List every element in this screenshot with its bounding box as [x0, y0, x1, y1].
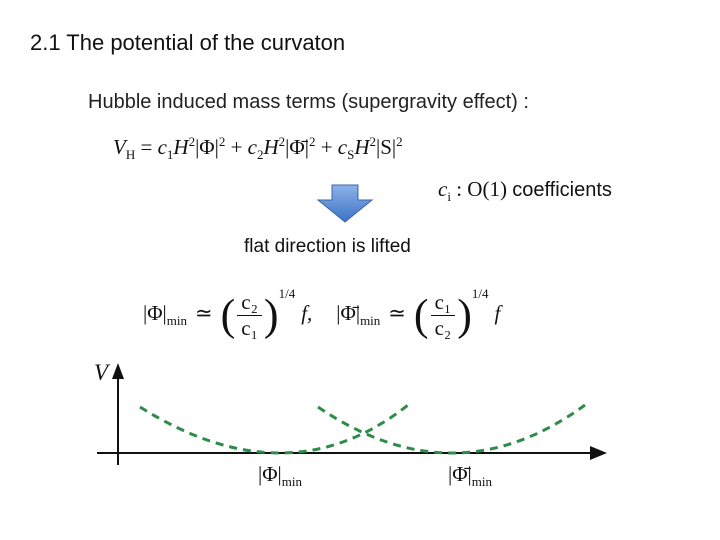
math-superscript: 2 — [278, 134, 286, 149]
relation: ≃ — [388, 301, 406, 325]
paren: ( — [220, 290, 236, 340]
math-token: + — [225, 135, 248, 159]
subtitle: Hubble induced mass terms (supergravity … — [88, 91, 529, 113]
numerator: c₂ — [237, 290, 262, 316]
arrow-caption: flat direction is lifted — [244, 236, 411, 257]
math-token: c — [247, 135, 257, 159]
potential-formula: VH = c1H2|Φ|2 + c2H2|Φ̄|2 + cSH2|S|2 — [113, 134, 403, 163]
x-label-text: |Φ| — [258, 462, 282, 486]
exponent: 1/4 — [278, 286, 296, 301]
down-arrow — [316, 184, 374, 223]
lhs: |Φ| — [143, 301, 167, 325]
math-token: H — [354, 135, 370, 159]
potential-curve — [139, 403, 409, 455]
relation: ≃ — [195, 301, 213, 325]
tail: f — [494, 301, 501, 325]
math-subscript: i — [447, 189, 451, 205]
y-axis-label: V — [94, 360, 109, 385]
coefficient-note: ci : O(1) coefficients — [438, 177, 612, 205]
lhs-subscript: min — [166, 313, 187, 329]
math-superscript: 2 — [218, 134, 226, 149]
math-token: : O(1) — [450, 177, 513, 201]
math-subscript: 1 — [166, 147, 174, 163]
numerator: c₁ — [430, 290, 456, 316]
x-label-text: |Φ̄| — [448, 462, 472, 486]
paren: ) — [457, 290, 472, 340]
paren: ) — [263, 290, 279, 340]
math-token: = — [135, 135, 158, 159]
minimum-expression: |Φ|min ≃ (c₂ c₁)1/4 f, — [143, 286, 313, 340]
y-arrowhead — [112, 363, 124, 379]
coefficient-text: coefficients — [512, 179, 612, 201]
math-token: V — [113, 135, 126, 159]
math-token: |Φ| — [195, 135, 219, 159]
x-label: |Φ̄|min — [448, 462, 492, 490]
math-superscript: 2 — [308, 134, 316, 149]
math-superscript: 2 — [369, 134, 377, 149]
x-label-subscript: min — [281, 474, 302, 490]
minima-formula: |Φ|min ≃(c₂ c₁)1/4f, |Φ̄|min ≃(c₁ c₂)1/4f — [143, 286, 524, 341]
math-subscript: S — [347, 147, 355, 163]
lhs-subscript: min — [360, 313, 381, 329]
denominator: c₁ — [241, 315, 258, 340]
math-superscript: 2 — [188, 134, 196, 149]
math-token: |S| — [376, 135, 397, 159]
slide-title: 2.1 The potential of the curvaton — [30, 30, 346, 55]
x-label-subscript: min — [471, 474, 492, 490]
x-label: |Φ|min — [258, 462, 302, 490]
math-token: c — [438, 177, 448, 201]
lhs: |Φ̄| — [336, 301, 361, 325]
math-token: + — [315, 135, 338, 159]
math-subscript: 2 — [257, 147, 264, 163]
tail: f, — [301, 301, 313, 325]
fraction: c₂ c₁ — [237, 290, 262, 341]
coefficient-symbol: ci : O(1) — [438, 177, 513, 205]
math-token: H — [263, 135, 279, 159]
math-superscript: 2 — [396, 134, 403, 149]
potential-curve — [317, 403, 586, 455]
potential-plot — [97, 363, 607, 465]
math-subscript: H — [125, 147, 136, 163]
fraction: c₁ c₂ — [430, 290, 456, 341]
paren: ( — [413, 290, 429, 340]
math-token: c — [337, 135, 348, 159]
math-token: |Φ̄| — [285, 135, 309, 159]
exponent: 1/4 — [471, 286, 489, 301]
denominator: c₂ — [434, 315, 452, 340]
math-token: H — [173, 135, 189, 159]
x-arrowhead — [590, 446, 607, 460]
math-token: c — [157, 135, 167, 159]
minimum-expression: |Φ̄|min ≃ (c₁ c₂)1/4 f — [336, 286, 501, 340]
